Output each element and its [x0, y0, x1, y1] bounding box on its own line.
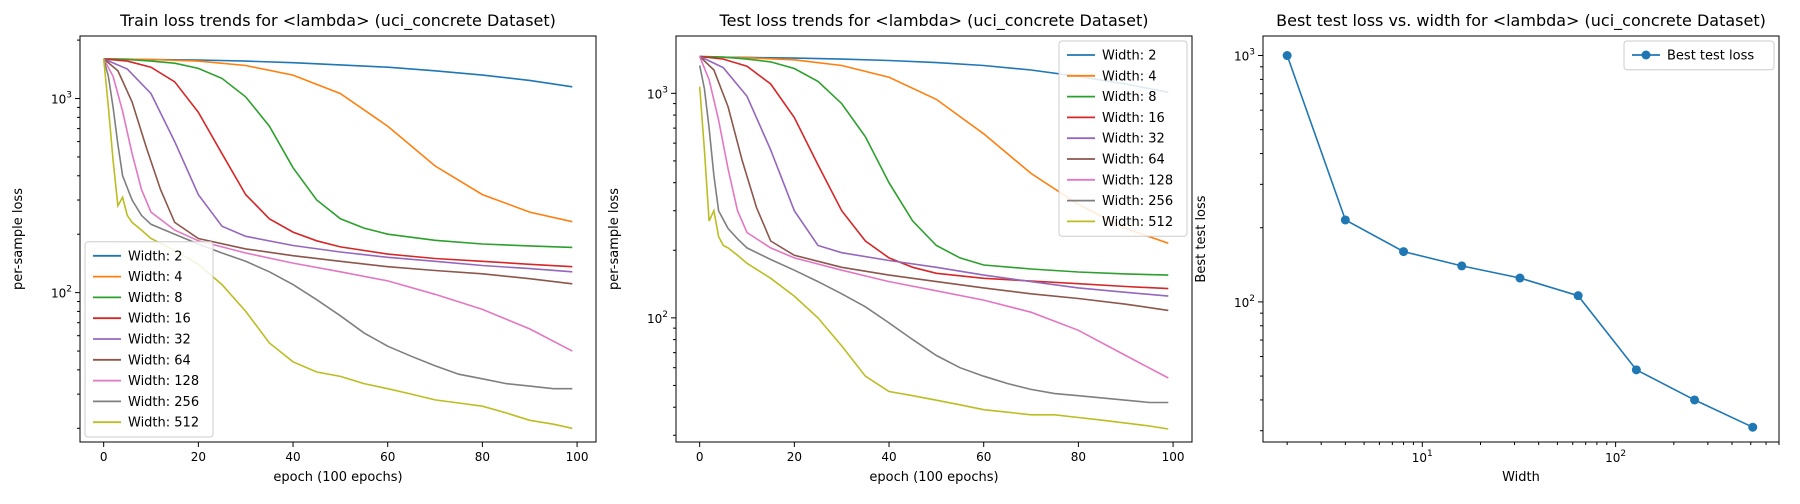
series-line-7: [698, 56, 1169, 379]
series-line-6: [103, 58, 573, 285]
series-line-6: [699, 55, 1169, 312]
y-axis-label: per-sample loss: [11, 188, 26, 290]
x-tick-label: 100: [566, 450, 589, 464]
legend-entry: Width: 512: [128, 416, 199, 431]
series-line-3: [103, 58, 573, 249]
data-point: [1748, 422, 1758, 432]
y-tick-label: 102: [51, 285, 72, 301]
x-tick-label: 60: [976, 450, 991, 464]
x-tick-label: 101: [1412, 449, 1433, 465]
data-point: [1399, 247, 1409, 257]
legend-entry: Width: 128: [128, 374, 199, 389]
axes-frame: [1262, 35, 1780, 443]
axes-frame: [79, 35, 597, 443]
legend-box: [1623, 40, 1775, 71]
x-tick-label: 80: [1071, 450, 1086, 464]
legend-entry: Width: 256: [1102, 194, 1173, 209]
x-tick-label: 40: [285, 450, 300, 464]
x-tick-label: 40: [881, 450, 896, 464]
y-tick-label: 102: [647, 310, 668, 326]
y-tick-label: 102: [1234, 294, 1255, 310]
series-line-4: [699, 55, 1169, 290]
series-line-7: [102, 58, 573, 352]
legend-marker: [1641, 50, 1651, 60]
y-axis-label: per-sample loss: [607, 188, 622, 290]
legend-entry: Width: 4: [128, 270, 183, 285]
legend-entry: Width: 64: [128, 353, 191, 368]
legend-entry: Width: 64: [1102, 153, 1165, 168]
legend-entry: Width: 32: [128, 333, 191, 348]
legend-entry: Width: 16: [128, 312, 191, 327]
legend-entry: Width: 128: [1102, 173, 1173, 188]
x-tick-label: 102: [1605, 449, 1626, 465]
series-line-2: [103, 58, 573, 223]
chart-title: Test loss trends for <lambda> (uci_concr…: [719, 11, 1149, 31]
series-line-9: [102, 58, 573, 430]
y-tick-label: 103: [647, 85, 668, 101]
data-point: [1282, 51, 1292, 61]
data-point: [1340, 215, 1350, 225]
series-line-5: [699, 55, 1169, 297]
x-tick-label: 100: [1162, 450, 1185, 464]
series-line-5: [103, 58, 573, 273]
data-point: [1457, 261, 1467, 271]
chart-title: Train loss trends for <lambda> (uci_conc…: [119, 11, 556, 31]
series-line-3: [699, 55, 1169, 276]
y-tick-label: 103: [51, 91, 72, 107]
legend-entry: Width: 16: [1102, 111, 1165, 126]
x-tick-label: 20: [191, 450, 206, 464]
legend-entry: Width: 8: [1102, 90, 1157, 105]
legend-entry: Width: 512: [1102, 215, 1173, 230]
x-tick-label: 60: [380, 450, 395, 464]
chart-title: Best test loss vs. width for <lambda> (u…: [1276, 11, 1766, 31]
series-line-1: [1286, 55, 1754, 428]
legend-box: [84, 241, 214, 438]
legend-entry: Width: 4: [1102, 69, 1157, 84]
x-axis-label: epoch (100 epochs): [273, 470, 402, 485]
series-line-8: [698, 65, 1169, 404]
data-point: [1690, 395, 1700, 405]
data-point: [1631, 365, 1641, 375]
legend-box: [1058, 40, 1188, 237]
y-tick-label: 103: [1234, 48, 1255, 64]
series-line-4: [103, 58, 573, 268]
legend-entry: Width: 2: [1102, 49, 1157, 64]
series-line-9: [698, 86, 1169, 430]
x-tick-label: 0: [100, 450, 108, 464]
x-tick-label: 20: [787, 450, 802, 464]
x-tick-label: 80: [475, 450, 490, 464]
axes-frame: [675, 35, 1193, 443]
series-line-8: [102, 58, 573, 390]
legend-entry: Best test loss: [1667, 49, 1754, 64]
data-point: [1573, 291, 1583, 301]
legend-entry: Width: 32: [1102, 132, 1165, 147]
legend-entry: Width: 256: [128, 395, 199, 410]
legend-entry: Width: 2: [128, 249, 183, 264]
legend-entry: Width: 8: [128, 291, 183, 306]
x-axis-label: epoch (100 epochs): [869, 470, 998, 485]
data-point: [1515, 273, 1525, 283]
x-tick-label: 0: [696, 450, 704, 464]
x-axis-label: Width: [1502, 470, 1540, 485]
y-axis-label: Best test loss: [1194, 195, 1209, 282]
